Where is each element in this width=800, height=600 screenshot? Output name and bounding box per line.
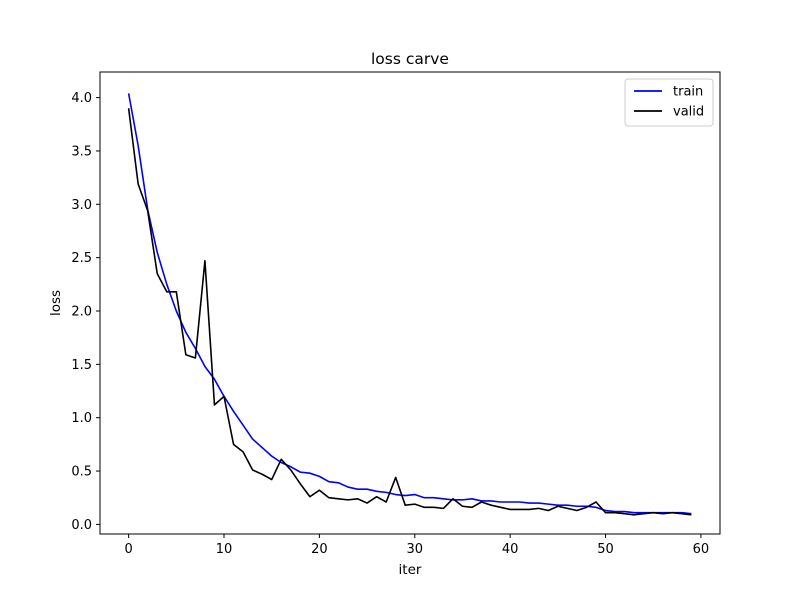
x-tick-label: 50 <box>597 542 614 557</box>
x-tick-label: 30 <box>406 542 423 557</box>
y-axis: 0.0 0.5 1.0 1.5 2.0 2.5 3.0 3.5 4.0 <box>71 91 100 533</box>
y-tick-label: 1.5 <box>71 358 92 373</box>
y-tick-label: 1.0 <box>71 411 92 426</box>
legend-valid-label: valid <box>673 105 704 120</box>
plot-area <box>99 71 721 535</box>
y-tick-label: 3.0 <box>71 198 92 213</box>
y-axis-label: loss <box>48 290 64 316</box>
x-tick-label: 0 <box>124 542 132 557</box>
plot-frame <box>99 71 721 535</box>
series-valid-line <box>127 108 692 516</box>
y-tick-label: 0.5 <box>71 465 92 480</box>
series-train-line <box>127 93 692 515</box>
x-tick-label: 40 <box>502 542 519 557</box>
legend: train valid <box>624 78 714 127</box>
y-tick-label: 2.5 <box>71 251 92 266</box>
y-tick-label: 0.0 <box>71 518 92 533</box>
legend-train-label: train <box>673 85 703 100</box>
x-axis: 0 10 20 30 40 50 60 <box>124 534 709 557</box>
series-layer <box>127 93 692 516</box>
x-tick-label: 20 <box>311 542 328 557</box>
x-axis-label: iter <box>399 562 422 578</box>
x-tick-label: 60 <box>693 542 710 557</box>
x-tick-label: 10 <box>216 542 233 557</box>
y-tick-label: 2.0 <box>71 305 92 320</box>
chart-title: loss carve <box>371 50 449 68</box>
y-tick-label: 4.0 <box>71 91 92 106</box>
y-tick-label: 3.5 <box>71 144 92 159</box>
